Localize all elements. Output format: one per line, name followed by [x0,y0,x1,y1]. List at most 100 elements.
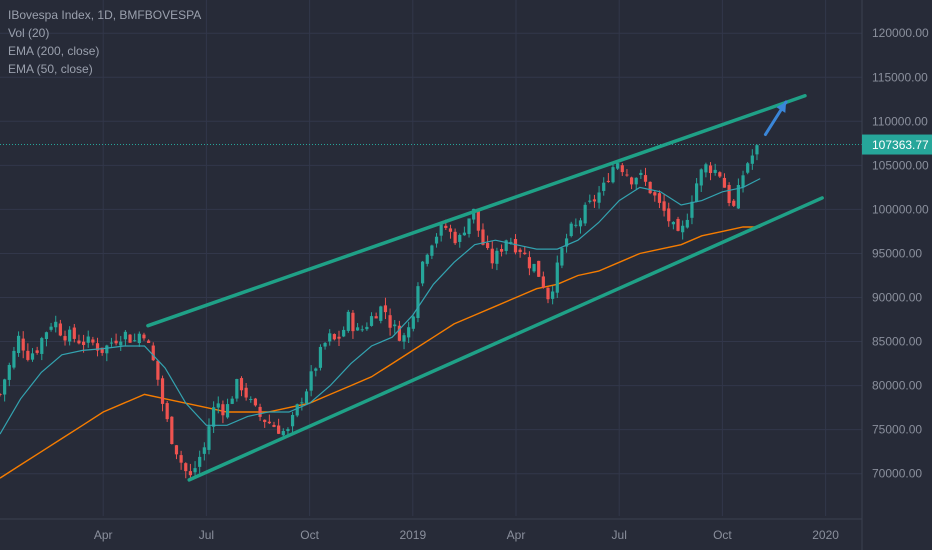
candle-body [476,208,480,231]
legend-ema50[interactable]: EMA (50, close) [8,62,93,76]
candle-body [272,424,276,427]
candle-body [109,342,114,344]
ema200-layer [0,226,761,479]
candle-body [555,262,559,293]
candle-body [708,165,713,174]
candle-body [383,305,388,313]
candle-body [128,334,132,343]
candle-body [100,347,104,353]
candle-body [230,398,234,404]
candle-body [564,238,569,247]
y-tick-label: 100000.00 [872,202,929,216]
candle-body [583,204,587,224]
candle-body [662,201,666,211]
candle-body [295,404,299,416]
candle-body [667,208,671,222]
candle-body [625,174,629,176]
candles-layer [0,144,759,481]
candle-body [444,225,448,228]
candle-body [63,336,67,341]
legend-volume[interactable]: Vol (20) [8,26,50,40]
candle-body [578,220,583,227]
x-tick-label: Oct [300,528,319,542]
candle-body [472,208,476,220]
candle-body [286,429,290,432]
candle-body [147,340,151,343]
candle-body [393,324,397,327]
candle-body [458,234,462,242]
x-tick-label: 2019 [399,528,426,542]
candle-body [244,387,248,398]
candle-body [513,238,518,253]
candle-body [523,252,527,255]
candle-body [527,257,532,269]
y-tick-label: 120000.00 [872,26,929,40]
candle-body [184,463,188,472]
candle-body [421,261,425,284]
candle-body [704,164,708,173]
candle-body [388,315,392,328]
candle-body [486,242,490,248]
candle-body [718,172,722,177]
candle-body [509,241,513,243]
y-tick-label: 115000.00 [872,70,928,84]
candle-body [267,421,271,424]
candle-body [174,445,179,455]
candle-body [639,172,643,176]
candle-body [105,345,109,354]
candle-body [746,163,750,173]
candle-body [328,333,332,342]
candle-body [602,182,606,191]
candle-body [369,316,374,326]
candle-body [681,225,685,233]
candle-body [732,200,736,206]
candle-body [462,232,466,236]
candle-body [26,350,30,360]
y-tick-label: 75000.00 [872,423,922,437]
candle-body [611,167,615,183]
candle-body [207,426,211,450]
candle-body [277,425,281,434]
candle-body [300,402,304,404]
candle-body [225,404,230,418]
candle-body [198,456,202,467]
candle-body [193,468,197,473]
candle-body [537,260,541,277]
legend-ema200[interactable]: EMA (200, close) [8,44,100,58]
legend-symbol[interactable]: IBovespa Index, 1D, BMFBOVESPA [8,8,202,22]
ema200-line [0,226,761,479]
candle-body [137,333,141,344]
candle-body [263,419,267,423]
candle-body [216,403,220,408]
candle-body [699,169,703,186]
candle-body [490,248,494,264]
candle-body [86,336,90,343]
candle-body [156,360,160,380]
candle-body [616,163,620,169]
candle-body [569,223,573,236]
candle-body [351,312,355,332]
candle-body [77,340,81,344]
x-tick-label: 2020 [812,528,839,542]
candle-body [448,228,453,232]
candle-body [695,183,699,202]
candle-body [588,200,592,202]
candle-body [249,399,253,401]
candle-body [30,353,35,360]
candle-body [40,338,44,354]
x-tick-label: Oct [713,528,732,542]
channel-upper-line [146,94,807,328]
candle-body [411,316,415,329]
candle-body [221,404,225,416]
candle-body [722,177,727,188]
candle-body [0,394,2,396]
candle-body [750,155,754,164]
candle-body [309,371,313,391]
candle-body [592,199,597,202]
ema50-line [0,178,761,435]
y-tick-label: 105000.00 [872,158,929,172]
candle-body [629,177,634,185]
y-tick-label: 80000.00 [872,379,922,393]
